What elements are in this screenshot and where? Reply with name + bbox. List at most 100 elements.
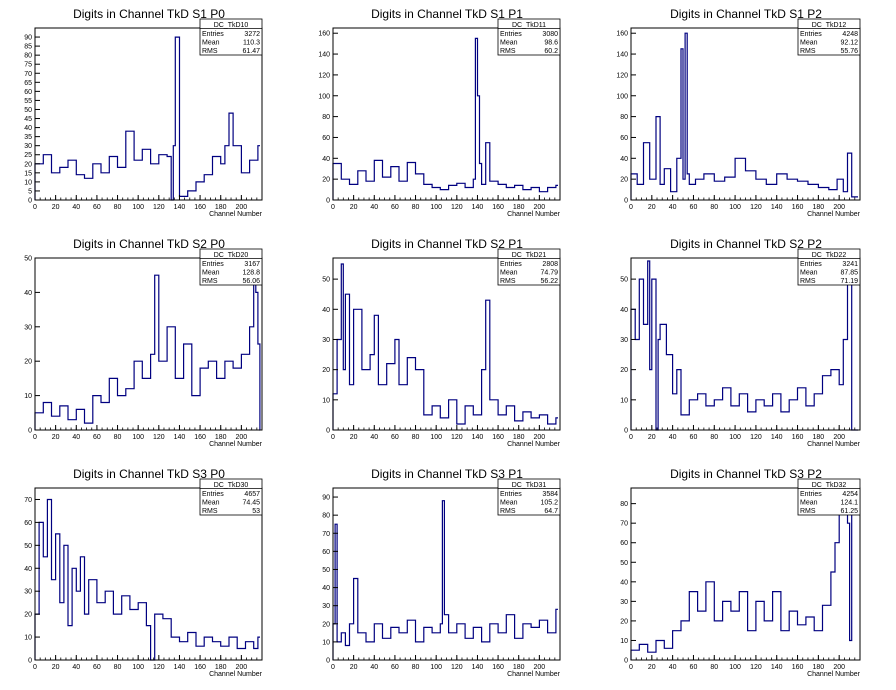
stats-box: DC_TkD10 Entries 3272 Mean 110.3 RMS 61.47 [199, 18, 263, 56]
stats-box-frame [497, 18, 561, 56]
x-tick-label: 160 [492, 204, 504, 211]
y-tick-label: 40 [24, 290, 32, 297]
y-tick-label: 20 [24, 359, 32, 366]
x-axis-label: Channel Number [507, 671, 561, 678]
stats-label: Mean [800, 500, 818, 507]
y-tick-label: 20 [620, 367, 628, 374]
stats-box-name: DC_TkD21 [512, 252, 547, 259]
stats-box-name: DC_TkD11 [512, 22, 546, 29]
y-tick-label: 10 [322, 639, 330, 646]
histogram-panel-s1-p0: Digits in Channel TkD S1 P0 0 20 40 60 80 100 1… [0, 0, 298, 230]
stats-label: RMS [500, 48, 516, 55]
x-tick-label: 100 [729, 664, 741, 671]
stats-box-name: DC_TkD30 [214, 482, 249, 489]
x-tick-label: 40 [72, 664, 80, 671]
y-tick-label: 50 [322, 567, 330, 574]
y-tick-label: 80 [620, 501, 628, 508]
y-tick-label: 50 [620, 560, 628, 567]
y-tick-label: 40 [24, 566, 32, 573]
y-tick-label: 60 [24, 520, 32, 527]
stats-value: 64.7 [544, 508, 558, 515]
x-axis-label: Channel Number [209, 211, 263, 218]
y-tick-label: 10 [24, 635, 32, 642]
x-tick-label: 200 [236, 434, 248, 441]
x-tick-label: 0 [629, 664, 633, 671]
x-tick-label: 80 [710, 664, 718, 671]
y-tick-label: 50 [620, 277, 628, 284]
x-tick-label: 120 [451, 664, 463, 671]
stats-value: 3167 [244, 261, 260, 268]
y-tick-label: 60 [322, 549, 330, 556]
stats-label: Mean [202, 40, 220, 47]
x-tick-label: 60 [690, 434, 698, 441]
histogram-panel-s2-p1: Digits in Channel TkD S2 P1 0 20 40 60 80 100 1… [298, 230, 596, 460]
x-tick-label: 60 [391, 664, 399, 671]
y-tick-label: 140 [616, 52, 628, 59]
y-tick-label: 30 [24, 589, 32, 596]
y-tick-label: 70 [322, 531, 330, 538]
histogram-svg: Digits in Channel TkD S1 P1 0 20 40 60 80 100 1… [318, 7, 561, 218]
y-tick-label: 0 [326, 428, 330, 435]
y-tick-label: 70 [24, 71, 32, 78]
x-tick-label: 40 [72, 204, 80, 211]
y-tick-label: 50 [24, 107, 32, 114]
x-tick-label: 0 [331, 434, 335, 441]
chart-title: Digits in Channel TkD S2 P1 [371, 237, 523, 251]
histogram-line [630, 32, 858, 200]
y-tick-label: 140 [318, 52, 330, 59]
y-tick-label: 80 [24, 53, 32, 60]
y-tick-label: 40 [322, 156, 330, 163]
stats-box: DC_TkD32 Entries 4254 Mean 124.1 RMS 61.25 [797, 478, 861, 516]
x-tick-label: 0 [33, 204, 37, 211]
chart-title: Digits in Channel TkD S2 P2 [670, 237, 822, 251]
y-tick-label: 10 [24, 179, 32, 186]
y-tick-label: 90 [322, 495, 330, 502]
x-tick-label: 80 [412, 434, 420, 441]
stats-value: 98.6 [544, 40, 558, 47]
x-tick-label: 0 [629, 434, 633, 441]
stats-label: Entries [202, 261, 224, 268]
x-tick-label: 120 [451, 204, 463, 211]
x-tick-label: 200 [236, 664, 248, 671]
x-tick-label: 40 [370, 664, 378, 671]
x-tick-label: 40 [370, 204, 378, 211]
stats-value: 55.76 [840, 48, 858, 55]
x-tick-label: 60 [391, 204, 399, 211]
x-tick-label: 200 [534, 434, 546, 441]
y-tick-label: 30 [620, 337, 628, 344]
y-tick-label: 80 [322, 114, 330, 121]
histogram-svg: Digits in Channel TkD S1 P00 20 40 60 80 100 1… [24, 7, 263, 218]
histogram-panel-s2-p2: Digits in Channel TkD S2 P2 0 20 40 60 80 100 1… [596, 230, 896, 460]
stats-box: DC_TkD31 Entries 3584 Mean 105.2 RMS 64.7 [497, 478, 561, 516]
x-tick-label: 40 [669, 434, 677, 441]
x-tick-label: 160 [194, 434, 206, 441]
y-tick-label: 30 [322, 337, 330, 344]
x-tick-label: 60 [93, 434, 101, 441]
y-tick-label: 0 [28, 198, 32, 205]
x-tick-label: 160 [492, 664, 504, 671]
histogram-line [34, 498, 260, 661]
x-tick-label: 100 [729, 434, 741, 441]
x-tick-label: 120 [750, 434, 762, 441]
y-tick-label: 120 [616, 72, 628, 79]
stats-label: Mean [500, 40, 518, 47]
x-tick-label: 120 [153, 204, 165, 211]
x-tick-label: 80 [412, 664, 420, 671]
x-tick-label: 120 [153, 664, 165, 671]
stats-value: 3272 [244, 31, 260, 38]
y-tick-label: 55 [24, 98, 32, 105]
stats-label: RMS [500, 508, 516, 515]
stats-box-frame [497, 478, 561, 516]
y-tick-label: 40 [322, 585, 330, 592]
chart-title: Digits in Channel TkD S3 P1 [371, 467, 523, 481]
stats-label: RMS [202, 48, 218, 55]
x-tick-label: 140 [771, 664, 783, 671]
chart-title: Digits in Channel TkD S1 P0 [73, 7, 225, 21]
x-tick-label: 20 [350, 204, 358, 211]
histogram-panel-s3-p0: Digits in Channel TkD S3 P0 0 20 40 60 80 100 1… [0, 460, 298, 690]
y-tick-label: 20 [24, 161, 32, 168]
histogram-line [332, 263, 558, 430]
y-tick-label: 40 [620, 307, 628, 314]
x-tick-label: 60 [690, 664, 698, 671]
x-tick-label: 40 [72, 434, 80, 441]
